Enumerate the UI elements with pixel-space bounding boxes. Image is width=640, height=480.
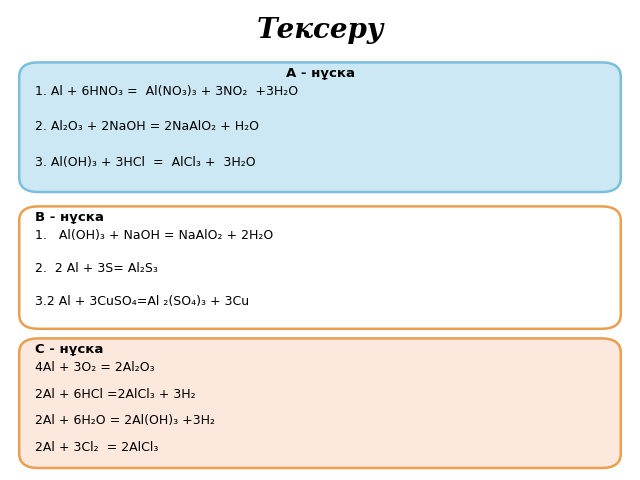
FancyBboxPatch shape <box>19 206 621 329</box>
Text: С - нұска: С - нұска <box>35 343 104 356</box>
Text: А - нұска: А - нұска <box>285 67 355 80</box>
Text: Тексеру: Тексеру <box>256 17 384 44</box>
Text: 2. Al₂O₃ + 2NaOH = 2NaAlO₂ + H₂O: 2. Al₂O₃ + 2NaOH = 2NaAlO₂ + H₂O <box>35 120 259 133</box>
Text: В - нұска: В - нұска <box>35 211 104 224</box>
Text: 3.2 Al + 3CuSO₄=Al ₂(SO₄)₃ + 3Cu: 3.2 Al + 3CuSO₄=Al ₂(SO₄)₃ + 3Cu <box>35 295 250 308</box>
FancyBboxPatch shape <box>19 62 621 192</box>
Text: 1.   Al(OH)₃ + NaOH = NaAlO₂ + 2H₂O: 1. Al(OH)₃ + NaOH = NaAlO₂ + 2H₂O <box>35 229 273 242</box>
Text: 2Al + 6H₂O = 2Al(OH)₃ +3H₂: 2Al + 6H₂O = 2Al(OH)₃ +3H₂ <box>35 414 215 427</box>
FancyBboxPatch shape <box>19 338 621 468</box>
Text: 4Al + 3O₂ = 2Al₂O₃: 4Al + 3O₂ = 2Al₂O₃ <box>35 361 155 374</box>
Text: 3. Al(OH)₃ + 3HCl  =  AlCl₃ +  3H₂O: 3. Al(OH)₃ + 3HCl = AlCl₃ + 3H₂O <box>35 156 256 168</box>
Text: 2Al + 6HCl =2AlCl₃ + 3H₂: 2Al + 6HCl =2AlCl₃ + 3H₂ <box>35 388 196 401</box>
Text: 2Al + 3Cl₂  = 2AlCl₃: 2Al + 3Cl₂ = 2AlCl₃ <box>35 441 159 454</box>
Text: 2.  2 Al + 3S= Al₂S₃: 2. 2 Al + 3S= Al₂S₃ <box>35 262 158 275</box>
Text: 1. Al + 6HNO₃ =  Al(NO₃)₃ + 3NO₂  +3H₂O: 1. Al + 6HNO₃ = Al(NO₃)₃ + 3NO₂ +3H₂O <box>35 85 298 98</box>
